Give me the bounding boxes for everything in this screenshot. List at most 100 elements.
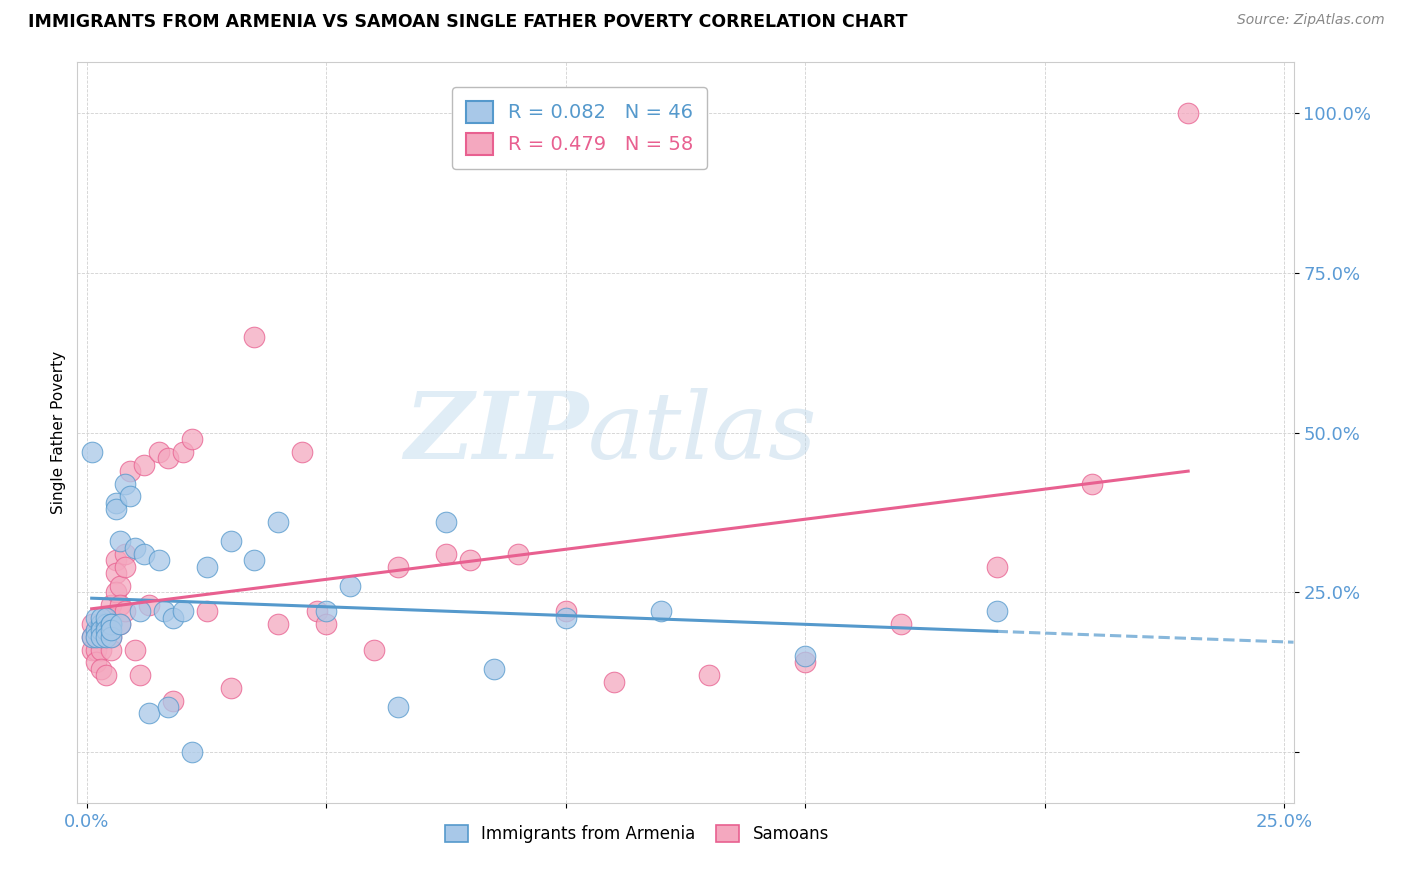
Point: [110, 617, 132, 632]
Point: [195, 604, 218, 618]
Point: [86, 630, 108, 644]
Point: [128, 604, 150, 618]
Point: [100, 624, 122, 638]
Point: [94, 630, 117, 644]
Point: [80, 630, 103, 644]
Point: [90, 630, 112, 644]
Point: [100, 630, 122, 644]
Point: [387, 559, 409, 574]
Point: [94, 617, 117, 632]
Point: [100, 617, 122, 632]
Point: [100, 617, 122, 632]
Point: [554, 604, 576, 618]
Point: [86, 611, 108, 625]
Point: [162, 611, 184, 625]
Point: [104, 553, 127, 567]
Point: [794, 648, 817, 663]
Text: ZIP: ZIP: [404, 388, 588, 477]
Point: [110, 579, 132, 593]
Point: [699, 668, 721, 682]
Point: [152, 604, 174, 618]
Text: Source: ZipAtlas.com: Source: ZipAtlas.com: [1237, 13, 1385, 28]
Point: [434, 547, 457, 561]
Point: [267, 617, 290, 632]
Point: [506, 547, 529, 561]
Point: [554, 611, 576, 625]
Point: [100, 630, 122, 644]
Point: [138, 706, 160, 721]
Point: [315, 617, 337, 632]
Point: [90, 662, 112, 676]
Point: [181, 745, 204, 759]
Point: [794, 656, 817, 670]
Point: [90, 630, 112, 644]
Point: [134, 547, 156, 561]
Point: [172, 604, 194, 618]
Point: [157, 700, 180, 714]
Point: [80, 642, 103, 657]
Point: [114, 559, 136, 574]
Point: [482, 662, 505, 676]
Point: [114, 476, 136, 491]
Point: [90, 624, 112, 638]
Point: [181, 432, 204, 446]
Point: [80, 630, 103, 644]
Point: [243, 553, 266, 567]
Point: [104, 566, 127, 580]
Point: [114, 547, 136, 561]
Point: [90, 642, 112, 657]
Point: [80, 617, 103, 632]
Point: [104, 502, 127, 516]
Point: [162, 694, 184, 708]
Point: [339, 579, 361, 593]
Point: [94, 611, 117, 625]
Point: [94, 617, 117, 632]
Point: [148, 444, 170, 458]
Point: [219, 534, 242, 549]
Point: [100, 642, 122, 657]
Point: [94, 630, 117, 644]
Point: [118, 490, 141, 504]
Point: [363, 642, 385, 657]
Point: [195, 559, 218, 574]
Point: [80, 444, 103, 458]
Point: [90, 617, 112, 632]
Point: [104, 496, 127, 510]
Point: [100, 611, 122, 625]
Point: [128, 668, 150, 682]
Point: [124, 541, 146, 555]
Text: IMMIGRANTS FROM ARMENIA VS SAMOAN SINGLE FATHER POVERTY CORRELATION CHART: IMMIGRANTS FROM ARMENIA VS SAMOAN SINGLE…: [28, 13, 908, 31]
Point: [86, 624, 108, 638]
Point: [104, 585, 127, 599]
Point: [305, 604, 328, 618]
Point: [986, 559, 1008, 574]
Point: [134, 458, 156, 472]
Point: [986, 604, 1008, 618]
Point: [387, 700, 409, 714]
Point: [434, 515, 457, 529]
Point: [94, 668, 117, 682]
Point: [458, 553, 481, 567]
Point: [124, 642, 146, 657]
Point: [1177, 106, 1199, 120]
Point: [267, 515, 290, 529]
Point: [1081, 476, 1104, 491]
Point: [90, 617, 112, 632]
Point: [86, 624, 108, 638]
Point: [94, 611, 117, 625]
Point: [157, 451, 180, 466]
Point: [86, 630, 108, 644]
Point: [148, 553, 170, 567]
Point: [94, 624, 117, 638]
Point: [890, 617, 912, 632]
Point: [100, 598, 122, 612]
Point: [602, 674, 624, 689]
Point: [86, 656, 108, 670]
Point: [90, 611, 112, 625]
Point: [243, 330, 266, 344]
Point: [219, 681, 242, 695]
Legend: Immigrants from Armenia, Samoans: Immigrants from Armenia, Samoans: [439, 819, 835, 850]
Point: [315, 604, 337, 618]
Text: atlas: atlas: [588, 388, 818, 477]
Point: [86, 642, 108, 657]
